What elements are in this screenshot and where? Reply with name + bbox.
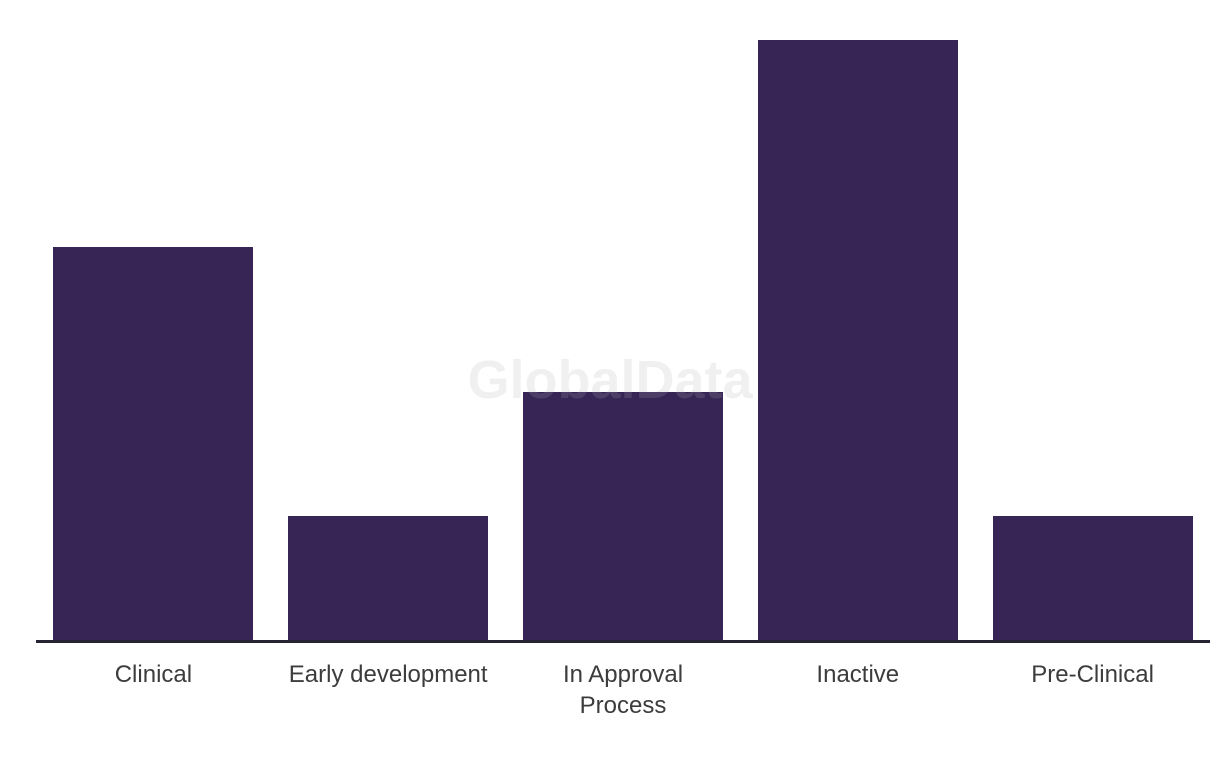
x-tick-in-approval-process: In Approval Process <box>562 661 684 719</box>
bar-slot-pre-clinical <box>975 40 1210 640</box>
plot-area <box>36 40 1210 640</box>
bar-slot-in-approval-process <box>506 40 741 640</box>
bar-inactive <box>757 40 958 640</box>
bar-in-approval-process <box>522 391 723 640</box>
bar-early-development <box>288 515 489 640</box>
x-tick-clinical: Clinical <box>114 661 193 688</box>
x-axis-line <box>36 640 1210 643</box>
bar-slot-inactive <box>740 40 975 640</box>
bar-slot-early-development <box>271 40 506 640</box>
bar-slot-clinical <box>36 40 271 640</box>
bar-pre-clinical <box>992 515 1193 640</box>
bar-clinical <box>53 246 254 640</box>
x-tick-inactive: Inactive <box>816 661 900 688</box>
x-tick-early-development: Early development <box>288 661 488 688</box>
x-tick-pre-clinical: Pre-Clinical <box>1031 661 1154 688</box>
x-axis-labels: Clinical Early development In Approval Pro… <box>36 659 1210 721</box>
